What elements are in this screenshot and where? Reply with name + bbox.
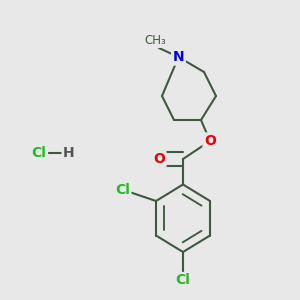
Text: Cl: Cl — [115, 183, 130, 196]
Text: N: N — [173, 50, 184, 64]
Text: Cl: Cl — [176, 274, 190, 287]
Text: O: O — [204, 134, 216, 148]
Text: CH₃: CH₃ — [145, 34, 166, 47]
Text: H: H — [63, 146, 75, 160]
Text: O: O — [153, 152, 165, 166]
Text: Cl: Cl — [32, 146, 46, 160]
